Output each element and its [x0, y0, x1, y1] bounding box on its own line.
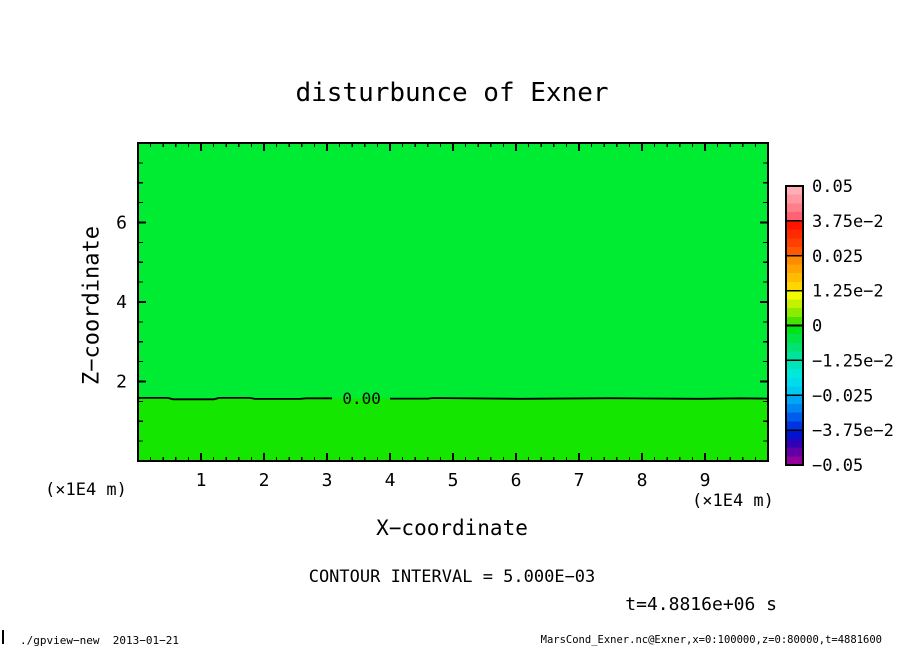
stray-cursor-mark	[2, 630, 4, 644]
colorbar-segment	[786, 316, 803, 326]
colorbar-segment	[786, 203, 803, 213]
colorbar-segment	[786, 351, 803, 361]
colorbar-segment	[786, 220, 803, 231]
x-axis-title: X−coordinate	[376, 516, 528, 540]
colorbar-segment	[786, 255, 803, 265]
colorbar-tick-label: −0.05	[812, 456, 863, 476]
x-tick-label: 2	[259, 470, 270, 491]
colorbar-segment	[786, 456, 803, 466]
colorbar-segment	[786, 386, 803, 396]
colorbar-segment	[786, 412, 803, 422]
colorbar-segment	[786, 299, 803, 309]
y-tick-label: 2	[116, 372, 127, 393]
colorbar-tick-label: 0.025	[812, 247, 863, 267]
colorbar-tick-label: 0.05	[812, 177, 853, 197]
colorbar-segment	[786, 334, 803, 344]
colorbar-segment	[786, 212, 803, 222]
field-below-contour	[138, 398, 768, 461]
x-tick-label: 1	[196, 470, 207, 491]
colorbar-segment	[786, 308, 803, 318]
colorbar-segment	[786, 447, 803, 457]
y-axis-title: Z−coordinate	[79, 226, 105, 385]
y-tick-label: 4	[116, 292, 127, 313]
footer-command-line: ./gpview−new 2013−01−21	[20, 634, 179, 647]
contour-interval-label: CONTOUR INTERVAL = 5.000E−03	[308, 567, 596, 587]
colorbar-segment	[786, 247, 803, 257]
colorbar-segment	[786, 377, 803, 388]
chart-title: disturbunce of Exner	[295, 78, 609, 108]
x-tick-label: 3	[322, 470, 333, 491]
x-tick-label: 7	[574, 470, 585, 491]
field-above-contour	[138, 143, 768, 399]
colorbar-segment	[786, 281, 803, 292]
colorbar-segment	[786, 438, 803, 449]
x-tick-label: 9	[700, 470, 711, 491]
zero-contour-line-right	[390, 397, 769, 400]
y-axis-units-label: (×1E4 m)	[45, 480, 127, 500]
x-tick-label: 6	[511, 470, 522, 491]
colorbar-segment	[786, 273, 803, 283]
colorbar-tick-label: −1.25e−2	[812, 351, 894, 371]
colorbar-frame	[785, 185, 804, 466]
colorbar-segment	[786, 342, 803, 353]
contour-level-label: 0.00	[342, 389, 381, 408]
colorbar-tick-label: 0	[812, 317, 822, 337]
time-label: t=4.8816e+06 s	[625, 594, 777, 615]
colorbar-segment	[786, 403, 803, 414]
colorbar-tick-label: −3.75e−2	[812, 421, 894, 441]
colorbar-segment	[786, 369, 803, 379]
colorbar-segment	[786, 264, 803, 274]
colorbar-segment	[786, 395, 803, 405]
colorbar-segment	[786, 186, 803, 196]
plot-frame	[137, 142, 769, 462]
colorbar-segment	[786, 290, 803, 300]
zero-contour-line-left	[138, 396, 332, 401]
colorbar-segment	[786, 194, 803, 204]
colorbar-segment	[786, 325, 803, 335]
colorbar-segment	[786, 430, 803, 440]
x-tick-label: 8	[637, 470, 648, 491]
colorbar-tick-label: 3.75e−2	[812, 212, 884, 232]
colorbar-segment	[786, 360, 803, 370]
colorbar-segment	[786, 421, 803, 431]
colorbar-tick-label: 1.25e−2	[812, 282, 884, 302]
colorbar-segment	[786, 229, 803, 239]
footer-dataset-line: MarsCond_Exner.nc@Exner,x=0:100000,z=0:8…	[540, 634, 882, 646]
x-tick-label: 4	[385, 470, 396, 491]
x-axis-units-label: (×1E4 m)	[692, 491, 774, 511]
x-tick-label: 5	[448, 470, 459, 491]
colorbar-tick-label: −0.025	[812, 386, 873, 406]
colorbar-segment	[786, 238, 803, 248]
y-tick-label: 6	[116, 213, 127, 234]
